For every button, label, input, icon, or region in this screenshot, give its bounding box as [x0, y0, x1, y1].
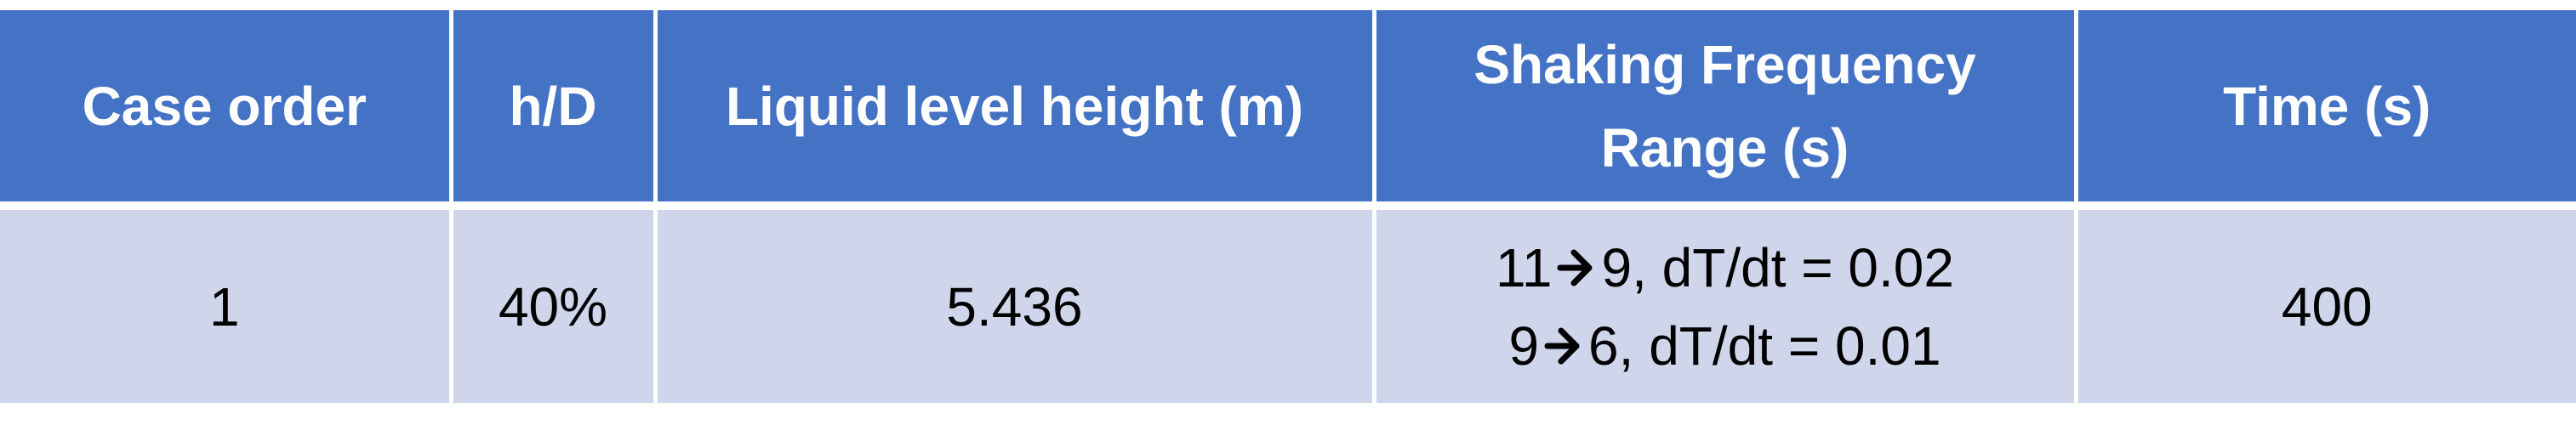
- header-case-order: Case order: [0, 0, 453, 210]
- table-header: Case order h/D Liquid level height (m) S…: [0, 0, 2576, 210]
- right-arrow-icon: [1544, 322, 1583, 370]
- frequency-from: 11: [1496, 236, 1553, 298]
- frequency-range-line-2: 9 6, dT/dt = 0.01: [1385, 307, 2066, 385]
- header-time: Time (s): [2073, 0, 2576, 210]
- table-body: 1 40% 5.436 11 9, dT/dt = 0.02 9 6, dT/dt …: [0, 206, 2576, 403]
- cell-time: 400: [2073, 206, 2576, 403]
- cell-case-order: 1: [0, 206, 453, 403]
- cell-liquid-level-height: 5.436: [653, 206, 1376, 403]
- frequency-to: 6, dT/dt = 0.01: [1588, 315, 1941, 377]
- header-shaking-frequency-range: Shaking Frequency Range (s): [1371, 0, 2078, 210]
- frequency-range-line-1: 11 9, dT/dt = 0.02: [1385, 229, 2066, 307]
- header-liquid-level-height: Liquid level height (m): [653, 0, 1376, 210]
- table-row: 1 40% 5.436 11 9, dT/dt = 0.02 9 6, dT/dt …: [0, 206, 2576, 403]
- cell-frequency-range: 11 9, dT/dt = 0.02 9 6, dT/dt = 0.01: [1371, 206, 2078, 403]
- frequency-to: 9, dT/dt = 0.02: [1601, 236, 1954, 298]
- cell-h-over-d: 40%: [448, 206, 658, 403]
- case-parameters-table: Case order h/D Liquid level height (m) S…: [0, 0, 2576, 403]
- header-h-over-d: h/D: [448, 0, 658, 210]
- right-arrow-icon: [1557, 244, 1596, 292]
- frequency-from: 9: [1508, 315, 1540, 377]
- header-row: Case order h/D Liquid level height (m) S…: [0, 0, 2576, 210]
